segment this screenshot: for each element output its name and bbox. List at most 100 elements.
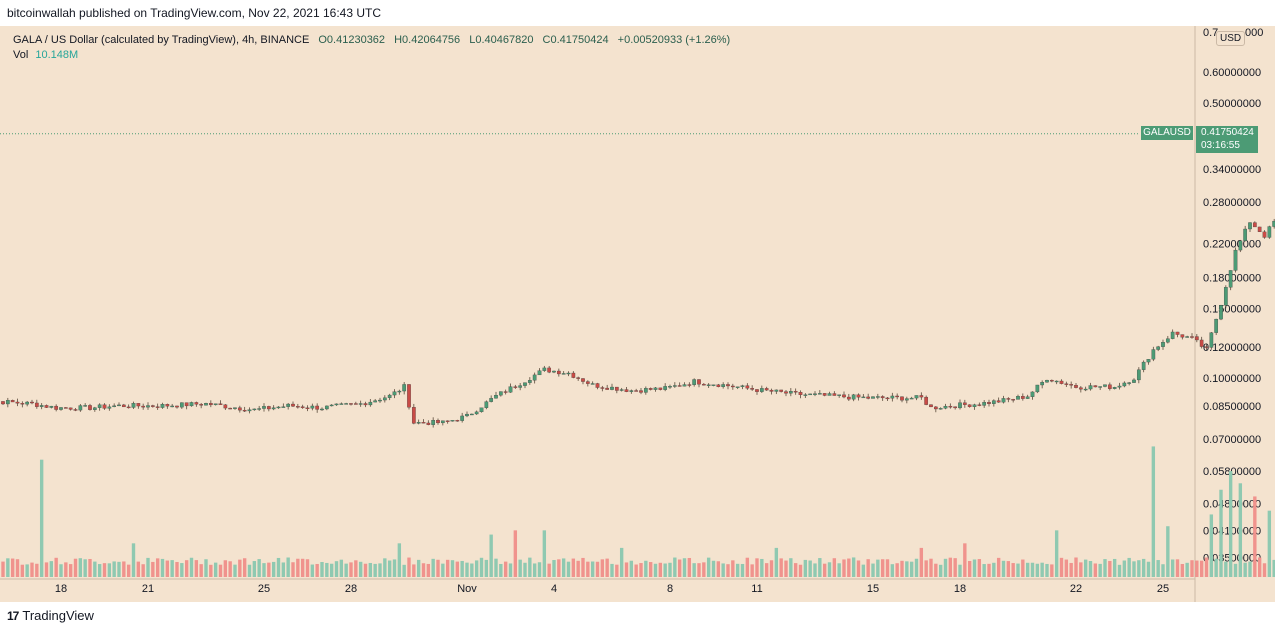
candle-body bbox=[914, 395, 919, 399]
volume-bar bbox=[784, 560, 788, 577]
volume-bar bbox=[378, 563, 382, 577]
currency-button[interactable]: USD bbox=[1216, 31, 1246, 46]
candle-body bbox=[1093, 385, 1098, 388]
volume-bar bbox=[735, 563, 740, 577]
y-tick-label: 0.34000000 bbox=[1203, 164, 1261, 176]
candle-body bbox=[54, 405, 59, 410]
candle-body bbox=[929, 404, 933, 408]
candle-body bbox=[489, 398, 494, 402]
volume-bar bbox=[373, 563, 377, 577]
candle-body bbox=[121, 404, 126, 408]
volume-bar bbox=[731, 560, 735, 577]
symbol-tag-label: GALAUSD bbox=[1143, 127, 1191, 138]
candle-body bbox=[1059, 380, 1064, 384]
candle-body bbox=[643, 388, 648, 393]
candle-body bbox=[107, 406, 112, 409]
volume-bar bbox=[126, 564, 131, 577]
candle-body bbox=[1161, 342, 1165, 347]
volume-bar bbox=[663, 563, 667, 577]
candle-body bbox=[416, 422, 421, 424]
volume-bar bbox=[697, 563, 701, 577]
volume-bar bbox=[919, 547, 924, 577]
volume-bar bbox=[750, 564, 754, 577]
publication-header: bitcoinwallah published on TradingView.c… bbox=[0, 0, 1275, 26]
candle-body bbox=[745, 385, 750, 389]
volume-bar bbox=[465, 562, 469, 577]
volume-bar bbox=[204, 559, 208, 577]
candle-body bbox=[924, 396, 929, 405]
volume-bar bbox=[566, 561, 571, 577]
candle-body bbox=[614, 386, 619, 391]
candle-body bbox=[784, 391, 788, 394]
volume-bar bbox=[102, 563, 107, 577]
candle-body bbox=[1088, 385, 1093, 390]
volume-bar bbox=[300, 558, 305, 577]
volume-bar bbox=[1146, 561, 1151, 577]
candle-body bbox=[822, 393, 827, 396]
candle-body bbox=[92, 407, 97, 410]
volume-bar bbox=[503, 561, 508, 577]
volume-bar bbox=[325, 562, 329, 577]
candle-body bbox=[228, 407, 233, 410]
volume-bar bbox=[83, 559, 87, 577]
candle-body bbox=[136, 403, 141, 407]
candle-body bbox=[59, 407, 63, 410]
candle-body bbox=[189, 402, 194, 407]
volume-bar bbox=[1151, 446, 1156, 577]
candle-body bbox=[1146, 359, 1151, 363]
candle-body bbox=[861, 396, 866, 399]
volume-bar bbox=[586, 561, 590, 577]
volume-bar bbox=[416, 559, 421, 577]
candle-body bbox=[1272, 220, 1275, 227]
volume-bar bbox=[629, 560, 634, 577]
volume-bar bbox=[397, 543, 402, 577]
volume-bar bbox=[571, 558, 576, 577]
volume-bar bbox=[151, 561, 155, 577]
candle-body bbox=[735, 386, 740, 388]
candle-body bbox=[697, 379, 701, 385]
volume-bar bbox=[213, 562, 218, 577]
volume-bar bbox=[1045, 563, 1049, 577]
volume-bar bbox=[194, 560, 199, 577]
volume-bar bbox=[1199, 560, 1204, 577]
volume-bar bbox=[982, 564, 986, 577]
candle-body bbox=[324, 405, 329, 410]
candle-body bbox=[1199, 339, 1204, 347]
candle-body bbox=[1228, 270, 1233, 288]
chart-area[interactable] bbox=[0, 26, 1275, 602]
candle-body bbox=[237, 407, 242, 411]
candle-body bbox=[184, 402, 189, 407]
candle-body bbox=[909, 397, 914, 400]
volume-bar bbox=[624, 562, 629, 577]
candle-body bbox=[1103, 384, 1107, 387]
volume-bar bbox=[1, 561, 5, 577]
volume-bar bbox=[842, 559, 846, 577]
candle-body bbox=[1045, 379, 1049, 383]
tradingview-logo[interactable]: 17 TradingView bbox=[7, 608, 94, 623]
candle-body bbox=[827, 393, 832, 396]
candle-body bbox=[672, 385, 677, 387]
candle-body bbox=[397, 390, 402, 393]
candle-body bbox=[431, 420, 436, 425]
candle-body bbox=[962, 402, 967, 405]
volume-bar bbox=[890, 564, 895, 577]
candle-body bbox=[1020, 396, 1025, 399]
candle-body bbox=[1030, 391, 1035, 397]
y-tick-label: 0.28000000 bbox=[1203, 197, 1261, 209]
volume-label: Vol bbox=[13, 49, 29, 61]
candle-body bbox=[948, 405, 953, 408]
volume-bar bbox=[1228, 471, 1233, 577]
volume-bar bbox=[1243, 562, 1247, 577]
volume-bar bbox=[39, 459, 44, 577]
candle-body bbox=[711, 384, 716, 386]
candle-body bbox=[1190, 336, 1194, 338]
volume-bar bbox=[1035, 563, 1040, 577]
y-tick-label: 0.07000000 bbox=[1203, 434, 1261, 446]
candle-body bbox=[247, 409, 252, 412]
candle-body bbox=[1006, 398, 1011, 400]
volume-bar bbox=[1050, 564, 1054, 577]
volume-bar bbox=[721, 563, 725, 577]
volume-bar bbox=[73, 558, 78, 577]
volume-bar bbox=[702, 562, 706, 577]
